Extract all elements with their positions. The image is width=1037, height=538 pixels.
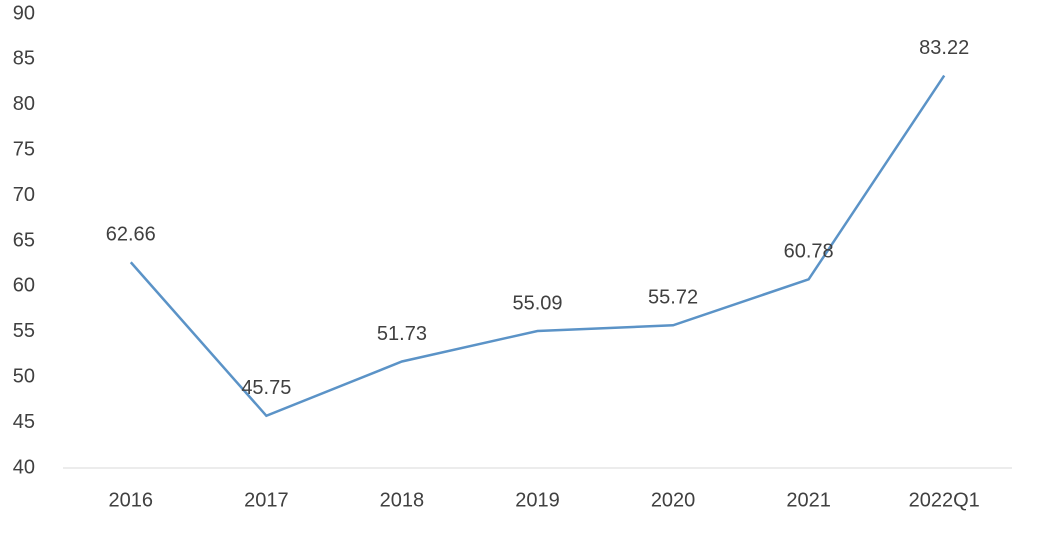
x-tick-label: 2019 (515, 489, 560, 511)
y-tick-label: 70 (13, 184, 35, 206)
y-tick-label: 85 (13, 48, 35, 70)
y-tick-label: 60 (13, 275, 35, 297)
data-label: 55.72 (648, 287, 698, 309)
x-tick-label: 2022Q1 (909, 489, 980, 511)
x-tick-label: 2016 (109, 489, 154, 511)
x-tick-label: 2017 (244, 489, 289, 511)
data-label: 51.73 (377, 323, 427, 345)
x-tick-label: 2018 (380, 489, 425, 511)
y-tick-label: 45 (13, 411, 35, 433)
x-tick-label: 2021 (786, 489, 831, 511)
data-label: 45.75 (241, 377, 291, 399)
data-label: 62.66 (106, 224, 156, 246)
y-tick-label: 55 (13, 320, 35, 342)
data-label: 60.78 (784, 241, 834, 263)
y-tick-label: 65 (13, 229, 35, 251)
y-tick-label: 90 (13, 2, 35, 24)
data-label: 55.09 (512, 292, 562, 314)
y-tick-label: 40 (13, 456, 35, 478)
y-tick-label: 75 (13, 138, 35, 160)
data-label: 83.22 (919, 37, 969, 59)
y-tick-label: 50 (13, 365, 35, 387)
y-tick-label: 80 (13, 93, 35, 115)
series-line (129, 74, 946, 418)
x-tick-label: 2020 (651, 489, 696, 511)
